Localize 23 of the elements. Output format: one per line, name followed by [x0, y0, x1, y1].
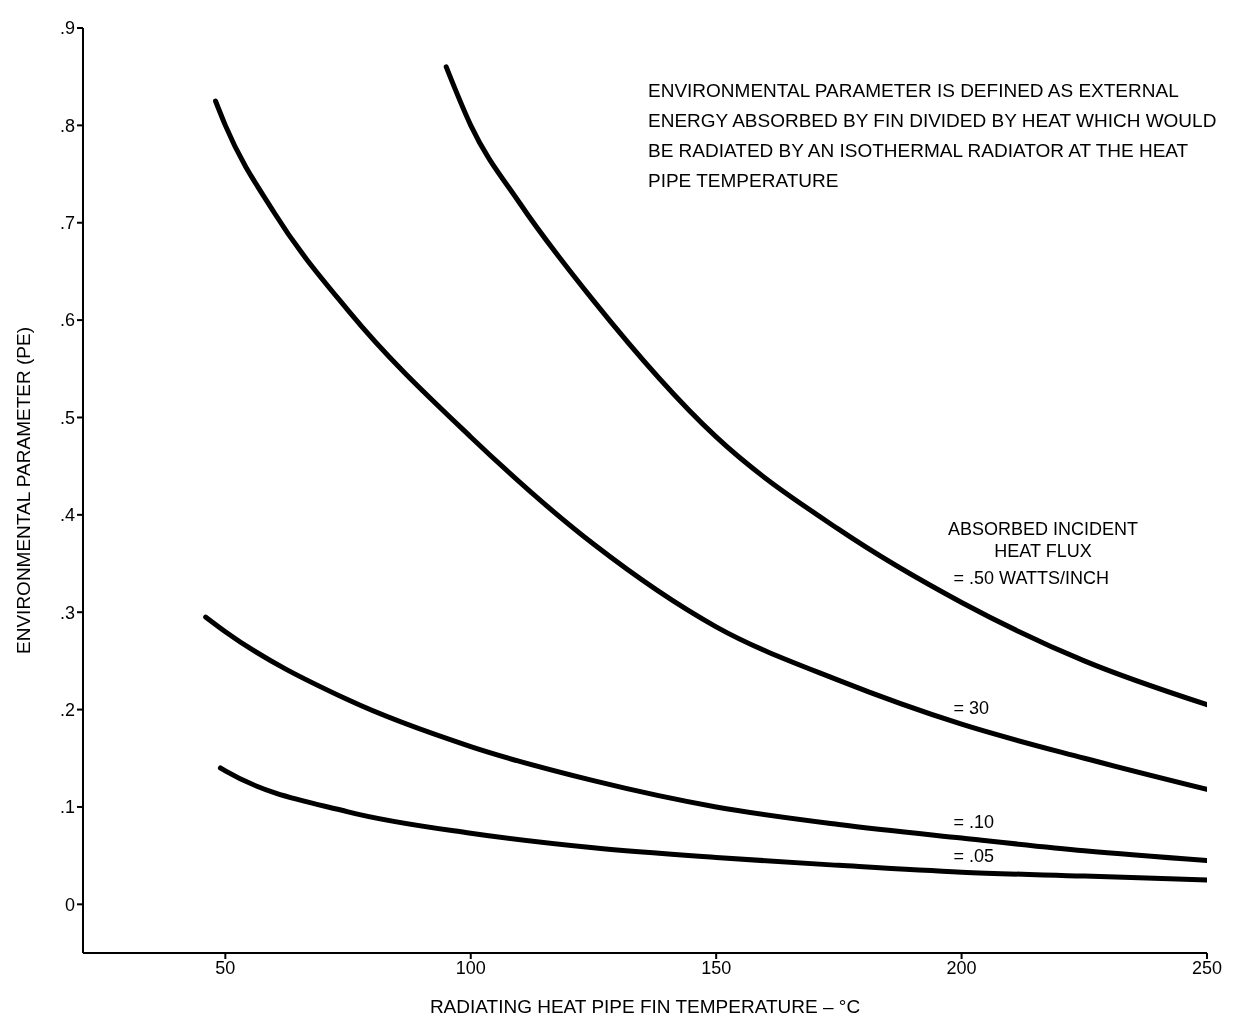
y-tick-label: .5	[59, 407, 75, 428]
series-label: = 30	[953, 698, 990, 719]
y-tick-label: .8	[59, 115, 75, 136]
series-label: = .50 WATTS/INCH	[953, 568, 1110, 589]
annotation: ABSORBED INCIDENT HEAT FLUX	[947, 518, 1139, 562]
series-label: = .05	[953, 846, 995, 867]
annotation: ENVIRONMENTAL PARAMETER IS DEFINED AS EXTERNAL ENERGY ABSORBED BY FIN DIVIDED BY HEAT WHICH WOULD BE RADIATED BY AN ISOTHERMAL RADIATOR AT THE HEAT PIPE TEMPERATURE	[648, 79, 1218, 193]
x-tick-label: 250	[1191, 957, 1223, 978]
y-axis-title: ENVIRONMENTAL PARAMETER (PE)	[12, 327, 34, 654]
x-tick-label: 100	[455, 957, 486, 978]
series-label: = .10	[953, 812, 995, 833]
y-tick-label: .9	[59, 18, 75, 39]
x-tick-label: 50	[215, 957, 236, 978]
y-tick-label: .3	[59, 602, 75, 623]
y-tick-label: .2	[59, 699, 75, 720]
y-tick-label: .6	[59, 310, 75, 331]
x-tick-label: 150	[701, 957, 732, 978]
x-axis-title: RADIATING HEAT PIPE FIN TEMPERATURE – °C	[429, 996, 861, 1017]
y-tick-label: .1	[59, 797, 75, 818]
y-tick-label: .7	[59, 213, 75, 234]
x-tick-label: 200	[946, 957, 977, 978]
y-tick-label: .4	[59, 505, 75, 526]
y-tick-label: 0	[64, 894, 75, 915]
